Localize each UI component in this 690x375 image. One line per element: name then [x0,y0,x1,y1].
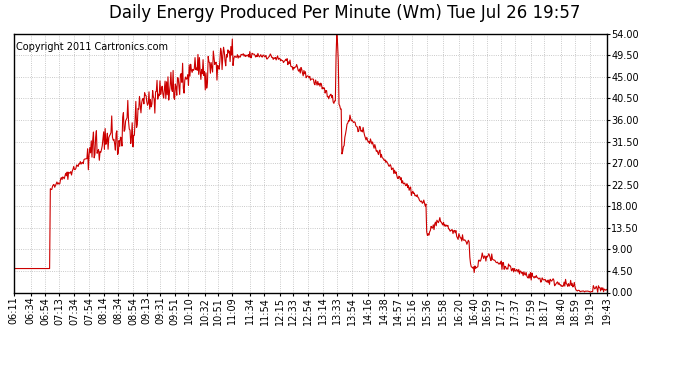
Text: Copyright 2011 Cartronics.com: Copyright 2011 Cartronics.com [16,42,168,51]
Text: Daily Energy Produced Per Minute (Wm) Tue Jul 26 19:57: Daily Energy Produced Per Minute (Wm) Tu… [109,4,581,22]
